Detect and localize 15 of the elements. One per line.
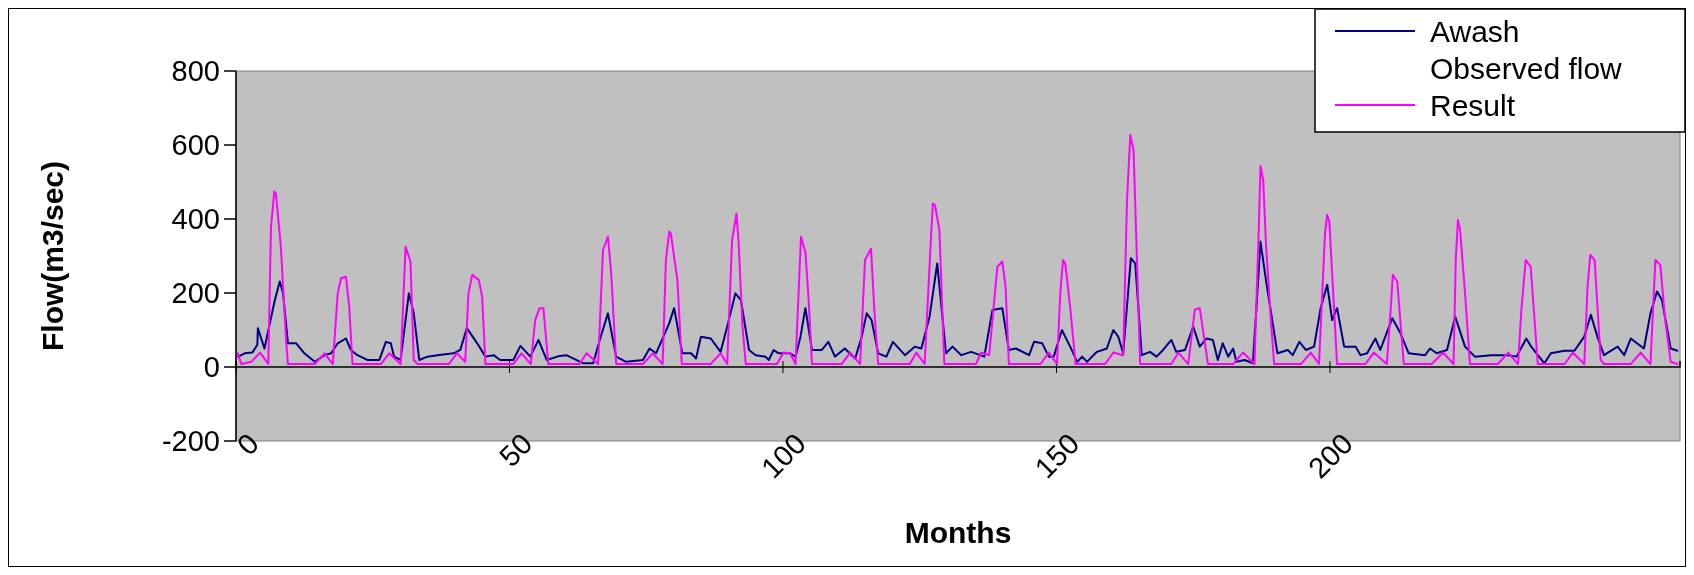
y-tick-label: 400 xyxy=(171,203,220,235)
x-tick-label: 150 xyxy=(1028,427,1086,485)
x-tick-label: 50 xyxy=(492,427,539,473)
x-tick-label: 200 xyxy=(1302,427,1359,485)
x-axis-title: Months xyxy=(904,516,1012,549)
y-tick-label: 0 xyxy=(203,351,220,383)
x-tick-label: 100 xyxy=(755,427,812,485)
y-tick-label: 800 xyxy=(171,55,220,87)
y-tick-label: 200 xyxy=(171,277,220,309)
y-axis-title: Flow(m3/sec) xyxy=(36,160,69,352)
legend-label: Result xyxy=(1430,88,1516,122)
y-tick-label: 600 xyxy=(171,129,220,161)
y-tick-label: -200 xyxy=(161,425,220,457)
x-tick-label: 0 xyxy=(230,427,265,462)
legend-label: Awash Observed flow xyxy=(1430,14,1623,85)
